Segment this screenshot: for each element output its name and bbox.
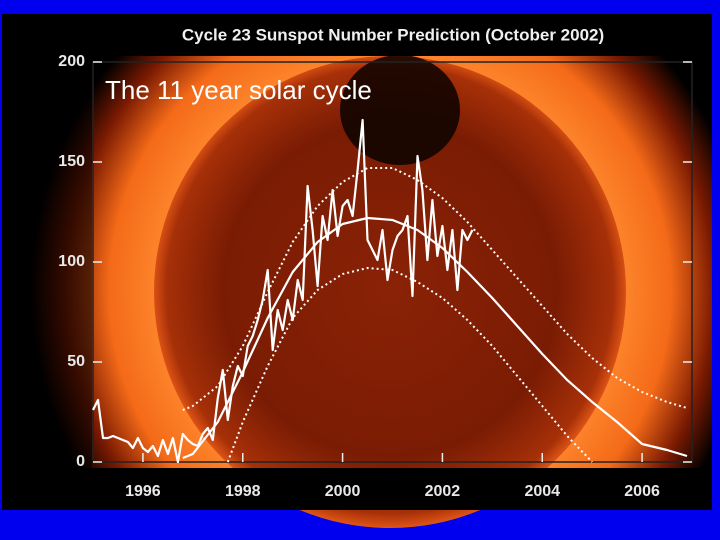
coronal-hole	[340, 55, 460, 165]
y-tick-label: 0	[76, 453, 85, 470]
sun-disk	[154, 56, 626, 528]
y-tick-label: 200	[58, 53, 85, 70]
axis-band	[2, 468, 712, 510]
x-tick-label: 1996	[125, 483, 161, 500]
series-line	[182, 167, 688, 411]
title-band	[2, 14, 712, 56]
x-tick-label: 2002	[425, 483, 461, 500]
x-tick-label: 2004	[524, 483, 560, 500]
x-tick-label: 2006	[624, 483, 660, 500]
annotation: The 11 year solar cycle	[105, 75, 372, 105]
y-tick-label: 100	[58, 253, 85, 270]
x-tick-label: 1998	[225, 483, 261, 500]
x-tick-label: 2000	[325, 483, 361, 500]
series-line	[226, 267, 593, 463]
series-line	[182, 216, 688, 460]
y-tick-label: 150	[58, 153, 85, 170]
series-line	[92, 118, 474, 464]
label-band	[2, 14, 92, 510]
chart-title: Cycle 23 Sunspot Number Prediction (Octo…	[182, 25, 604, 44]
y-tick-label: 50	[67, 353, 85, 370]
